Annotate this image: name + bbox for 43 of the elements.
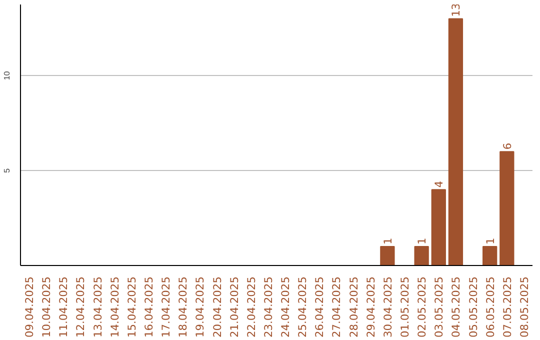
x-tick-label: 03.05.2025 [432, 276, 446, 338]
data-label: 1 [484, 238, 497, 245]
x-tick-label: 20.04.2025 [210, 276, 224, 338]
x-tick-label: 06.05.2025 [484, 276, 497, 338]
x-tick-label: 14.04.2025 [108, 276, 122, 338]
bar [448, 18, 464, 266]
x-tick-label: 04.05.2025 [450, 276, 463, 338]
data-label: 6 [500, 142, 514, 150]
x-tick-label: 25.04.2025 [296, 276, 310, 338]
x-tick-label: 29.04.2025 [364, 276, 378, 338]
x-tick-label: 27.04.2025 [330, 276, 344, 338]
data-label: 1 [381, 238, 394, 245]
x-tick-label: 26.04.2025 [313, 276, 326, 338]
x-tick-label: 19.04.2025 [194, 276, 207, 338]
x-tick-label: 21.04.2025 [228, 276, 241, 338]
x-tick-label: 09.04.2025 [23, 276, 36, 338]
x-tick-label: 10.04.2025 [40, 276, 54, 338]
x-tick-label: 16.04.2025 [142, 276, 156, 338]
x-tick-label: 08.05.2025 [518, 276, 531, 338]
x-tick-label: 13.04.2025 [91, 276, 104, 338]
x-tick-label: 23.04.2025 [262, 276, 275, 338]
x-tick-label: 18.04.2025 [176, 276, 190, 338]
x-tick-label: 28.04.2025 [347, 276, 360, 338]
data-label: 1 [416, 238, 429, 245]
x-tick-label: 15.04.2025 [125, 276, 138, 338]
x-tick-label: 24.04.2025 [279, 276, 292, 338]
x-tick-label: 01.05.2025 [398, 276, 412, 338]
x-tick-label: 05.05.2025 [466, 276, 480, 338]
bar [482, 246, 498, 266]
bar [500, 151, 514, 266]
x-tick-label: 30.04.2025 [381, 276, 394, 338]
x-tick-label: 22.04.2025 [244, 276, 258, 338]
x-tick-label: 12.04.2025 [74, 276, 88, 338]
x-tick-label: 07.05.2025 [500, 276, 514, 338]
y-tick-label: 5 [2, 168, 12, 173]
x-tick-label: 17.04.2025 [160, 276, 173, 338]
x-tick-label: 02.05.2025 [416, 276, 429, 338]
x-tick-label: 11.04.2025 [57, 276, 70, 338]
data-label: 4 [432, 180, 446, 188]
bar [431, 189, 446, 266]
y-tick-label: 10 [2, 70, 12, 80]
bar [380, 246, 395, 266]
bar [414, 246, 429, 266]
